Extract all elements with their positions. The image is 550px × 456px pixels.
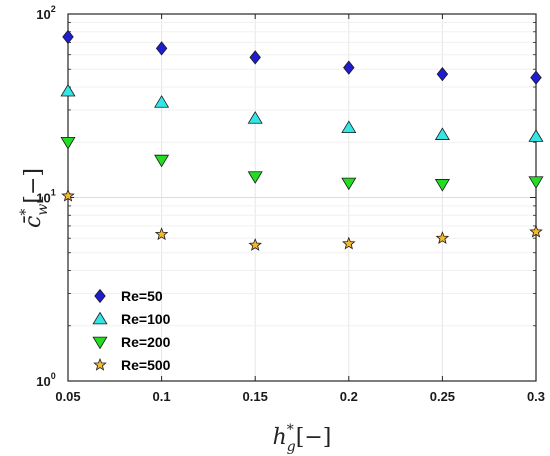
legend-label: Re=50: [121, 288, 163, 304]
data-point: [60, 136, 76, 150]
legend-label: Re=100: [121, 311, 171, 327]
data-point: [341, 120, 357, 134]
data-point: [154, 95, 170, 108]
data-point: [434, 127, 450, 140]
y-tick-label: 100: [36, 371, 55, 389]
data-point: [343, 60, 355, 75]
data-points: [60, 29, 544, 251]
data-point: [341, 177, 357, 191]
data-point: [247, 111, 263, 124]
data-point: [528, 129, 544, 142]
data-point: [154, 154, 170, 168]
data-point: [530, 70, 542, 85]
grid: [67, 13, 537, 382]
axis-ticks: [67, 13, 537, 382]
data-point: [434, 179, 450, 192]
data-point: [435, 231, 450, 244]
legend: Re=50 Re=100 Re=200 Re=500: [92, 288, 171, 373]
x-tick-label: 0.25: [430, 389, 455, 404]
data-point: [528, 176, 544, 189]
x-tick-label: 0.3: [527, 389, 545, 404]
series-2: [60, 83, 544, 142]
legend-label: Re=200: [121, 334, 171, 350]
data-point: [249, 50, 261, 65]
y-axis-label: c̄*w[−]: [18, 168, 51, 228]
data-point: [60, 83, 76, 97]
data-point: [529, 224, 543, 238]
data-point: [154, 227, 169, 241]
series-1: [62, 29, 542, 85]
tick-labels: 0.05 0.1 0.15 0.2 0.25 0.3 100 101 102: [36, 4, 545, 404]
series-3: [60, 136, 544, 192]
x-tick-label: 0.1: [153, 389, 171, 404]
legend-marker: [92, 311, 108, 325]
x-tick-label: 0.05: [55, 389, 80, 404]
data-point: [247, 171, 263, 184]
legend-label: Re=500: [121, 357, 171, 373]
data-point: [62, 29, 74, 45]
legend-marker: [92, 336, 108, 350]
data-point: [342, 236, 356, 250]
data-point: [155, 41, 168, 56]
series-4: [61, 188, 543, 251]
y-tick-label: 102: [36, 4, 55, 22]
legend-marker: [93, 357, 107, 371]
data-point: [61, 188, 75, 202]
data-point: [248, 238, 262, 251]
data-point: [436, 67, 449, 82]
x-tick-label: 0.15: [243, 389, 268, 404]
legend-marker: [94, 288, 106, 304]
x-axis-label: h* g[−]: [273, 422, 332, 455]
x-tick-label: 0.2: [340, 389, 358, 404]
y-tick-label: 101: [36, 188, 55, 206]
